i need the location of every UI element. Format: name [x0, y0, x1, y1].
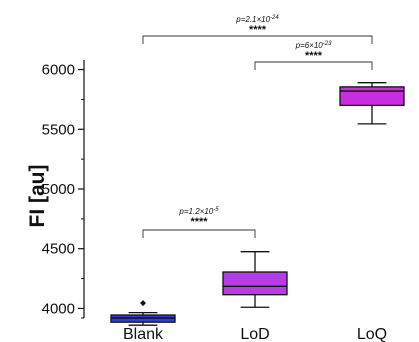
x-tick-label: LoQ — [357, 326, 387, 342]
bracket-line — [142, 35, 373, 44]
significance-stars: **** — [249, 24, 267, 36]
y-tick-label: 4000 — [42, 300, 75, 317]
box-blank — [110, 300, 176, 326]
x-tick-label: LoD — [240, 326, 269, 342]
boxes — [110, 82, 405, 326]
p-value-label: p=1.2×10-5 — [178, 207, 219, 216]
p-value-label: p=6×10-23 — [295, 41, 332, 50]
bracket-blank-loq: p=2.1×10-24**** — [142, 15, 373, 44]
bracket-line — [254, 61, 373, 70]
significance-brackets: p=2.1×10-24****p=6×10-23****p=1.2×10-5**… — [142, 15, 373, 238]
x-tick-label: Blank — [123, 326, 164, 342]
y-axis-label: FI [au] — [26, 165, 49, 228]
y-tick-label: 5500 — [42, 121, 75, 138]
axes: 4000 4500 5000 5500 6000 Blank LoD LoQ — [42, 60, 387, 342]
y-tick-label: 4500 — [42, 241, 75, 258]
outlier-point — [140, 300, 146, 307]
p-value-label: p=2.1×10-24 — [235, 15, 279, 24]
box-body — [222, 271, 288, 296]
bracket-line — [142, 229, 256, 238]
box-body — [339, 86, 405, 107]
box-lod — [222, 251, 288, 308]
bracket-blank-lod: p=1.2×10-5**** — [142, 207, 256, 238]
significance-stars: **** — [305, 50, 323, 62]
y-tick-label: 6000 — [42, 62, 75, 79]
bracket-lod-loq: p=6×10-23**** — [254, 41, 373, 70]
box-loq — [339, 82, 405, 125]
significance-stars: **** — [190, 216, 208, 228]
y-tick-label: 5000 — [42, 181, 75, 198]
